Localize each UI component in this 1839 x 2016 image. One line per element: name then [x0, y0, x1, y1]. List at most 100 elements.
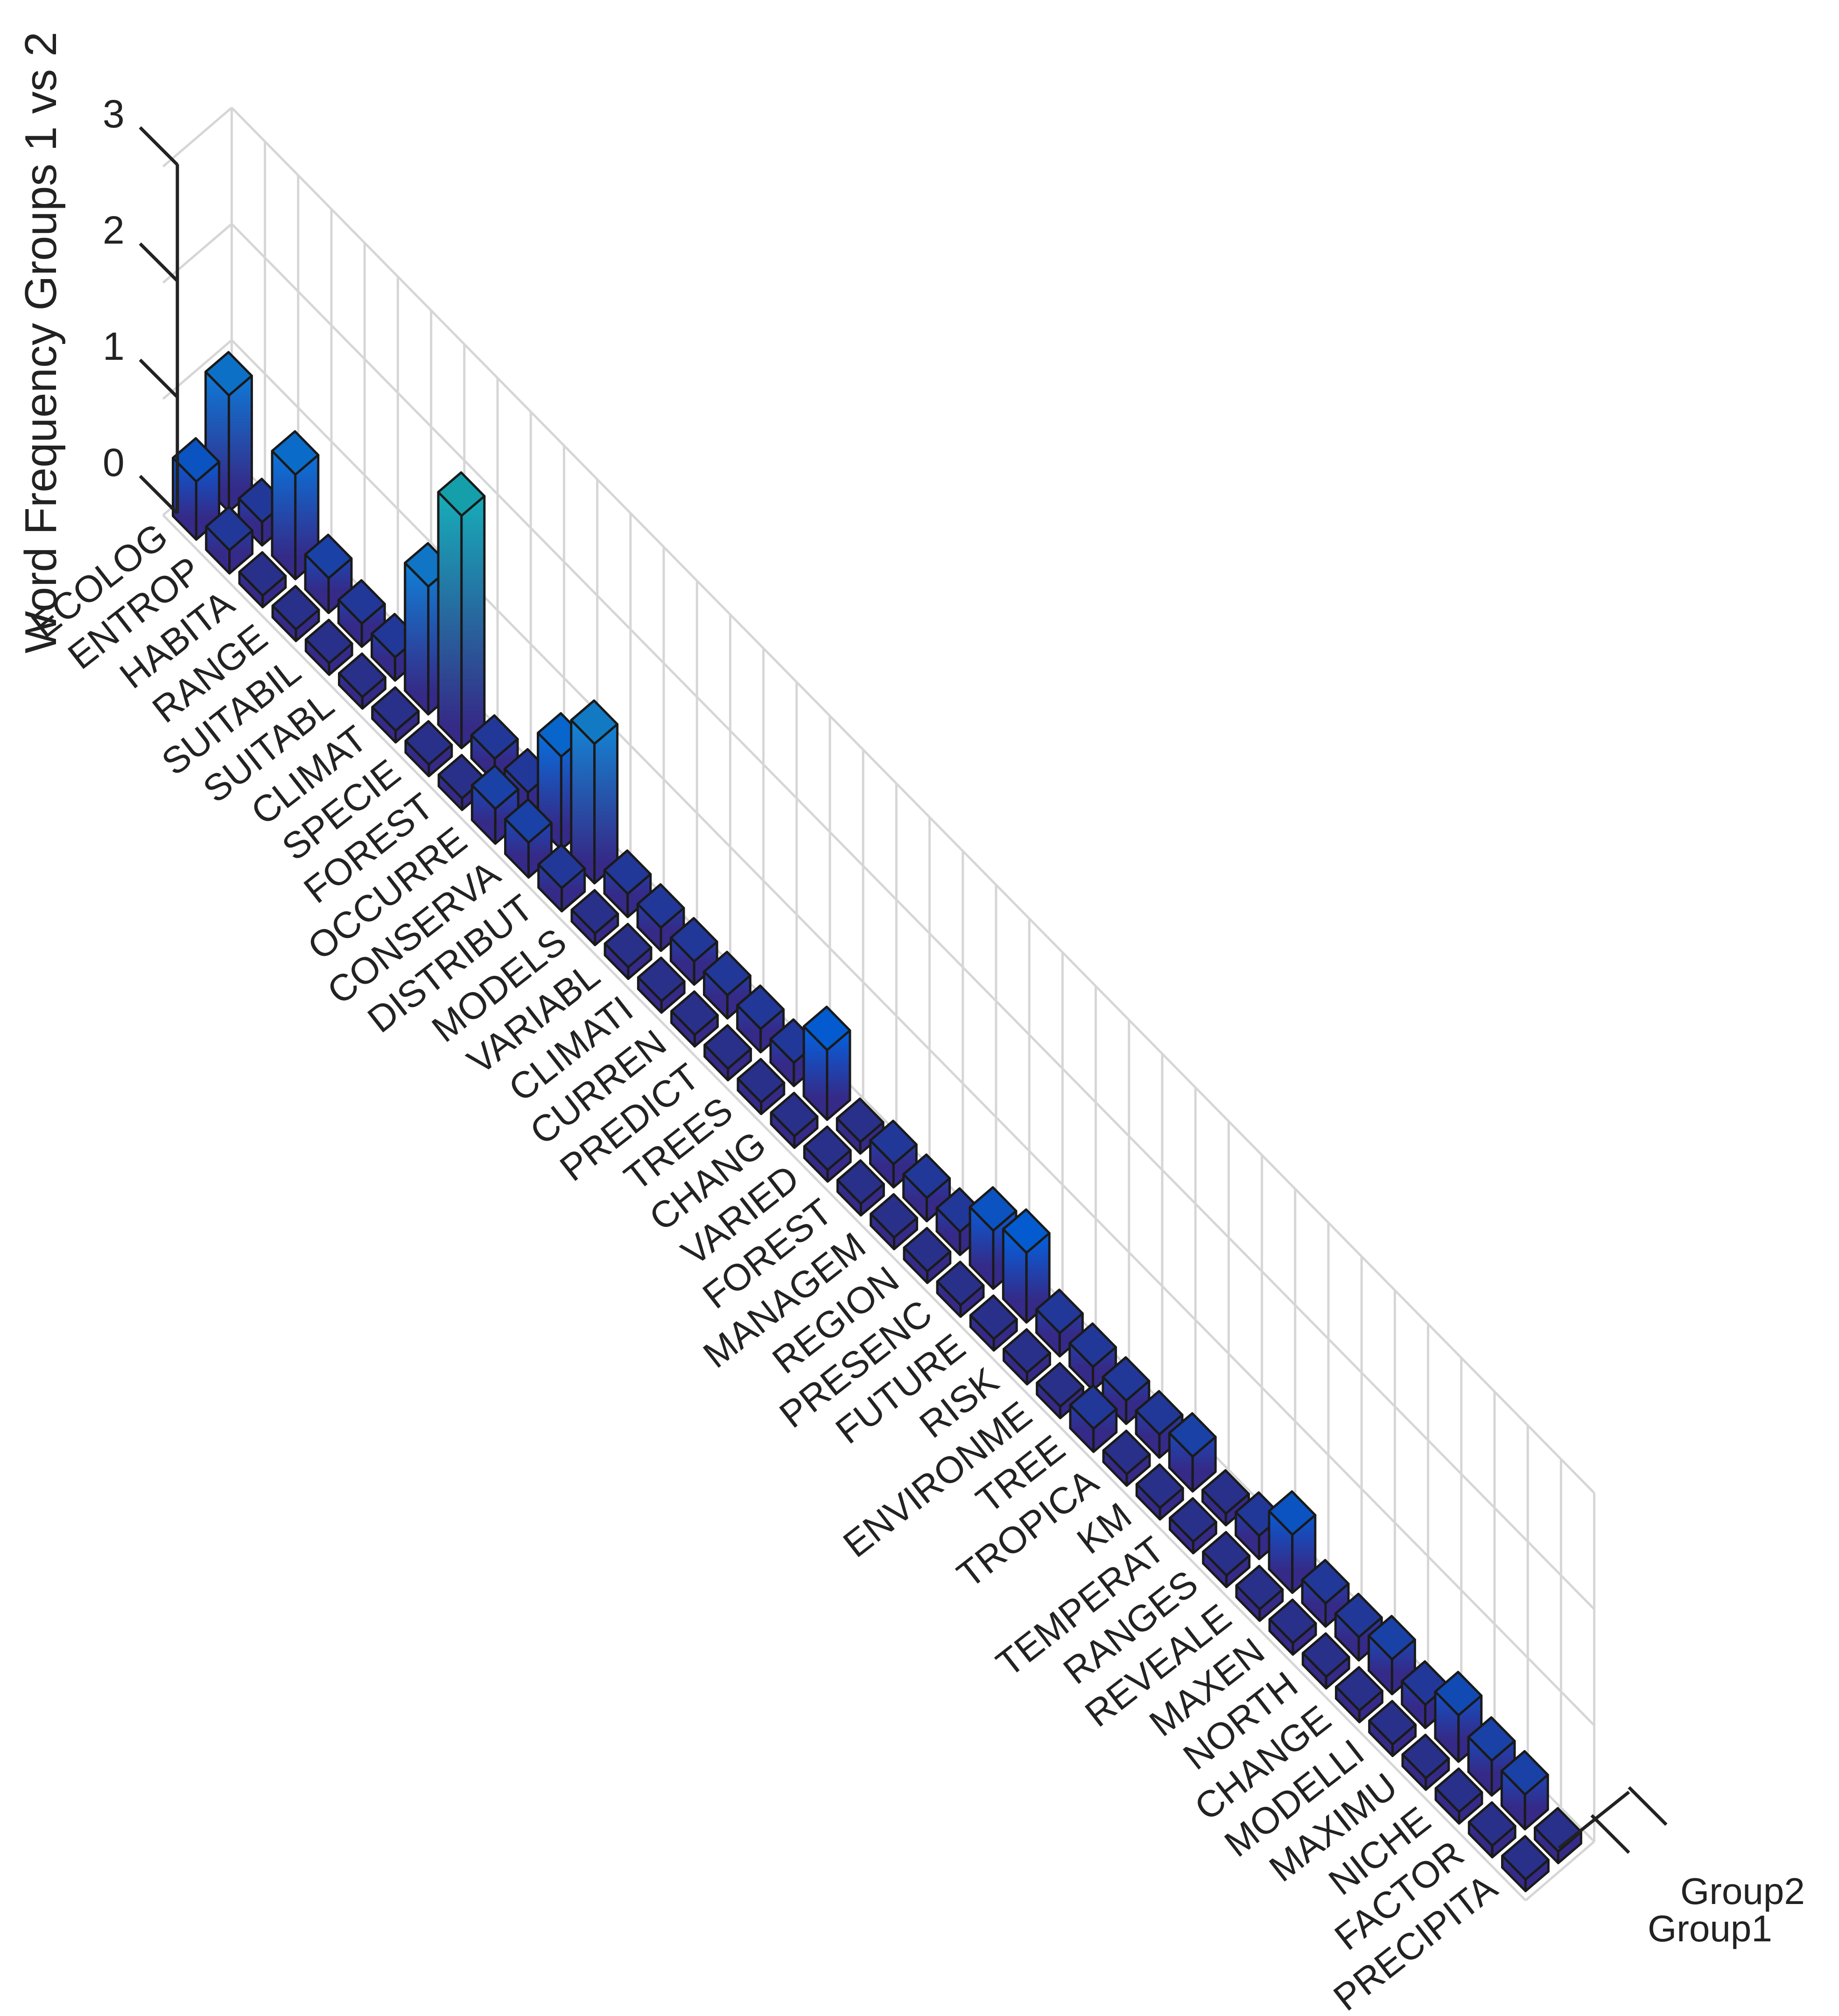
bar-top-face: [304, 618, 353, 665]
bar-group2-37: [1434, 1671, 1483, 1763]
bar-top-face: [504, 798, 553, 844]
floor-right: [1524, 1841, 1595, 1902]
bar-group2-33: [1301, 1559, 1350, 1628]
bar-group1-24: [969, 1294, 1018, 1352]
bar-group1-33: [1268, 1598, 1317, 1656]
bar-top-face: [936, 1260, 985, 1307]
bar-group2-3: [304, 533, 353, 614]
bar-group2-11: [570, 699, 619, 885]
bar-top-face: [1068, 1322, 1117, 1368]
bar-top-face: [1102, 1429, 1151, 1476]
bar-group1-9: [470, 764, 519, 845]
floor-front: [162, 514, 1527, 1901]
bar-group1-31: [1202, 1531, 1251, 1589]
grid-horizontal: [231, 107, 1595, 1494]
grid-side: [162, 223, 233, 284]
bar-top-face: [537, 843, 586, 889]
bar-group1-7: [404, 720, 453, 777]
bar-group1-10: [504, 798, 553, 879]
bar-top-face: [371, 686, 420, 732]
bar-top-face: [1102, 1356, 1151, 1402]
bar-top-face: [1268, 1490, 1317, 1536]
bar-top-face: [1003, 1328, 1051, 1374]
bar-group2-22: [935, 1187, 984, 1256]
z-tick-label-3: 3: [103, 92, 125, 136]
bar-group1-16: [703, 1024, 752, 1082]
bar-group2-16: [736, 984, 785, 1054]
bar-group1-37: [1401, 1734, 1450, 1791]
bar-group1-29: [1135, 1463, 1184, 1521]
bar-top-face: [570, 699, 619, 745]
z-tick-3: [139, 126, 179, 166]
grid-horizontal: [231, 223, 1595, 1610]
bar-group1-27: [1069, 1384, 1118, 1453]
bar-group1-35: [1335, 1666, 1383, 1723]
bar-top-face: [1434, 1767, 1483, 1813]
bar-top-face: [1202, 1531, 1251, 1577]
bar-top-face: [969, 1186, 1018, 1232]
bar-group1-11: [537, 843, 586, 913]
bar-top-face: [1235, 1565, 1284, 1610]
bar-group2-27: [1102, 1356, 1151, 1425]
bar-top-face: [1467, 1716, 1516, 1762]
bar-group1-4: [304, 618, 353, 676]
bar-top-face: [437, 471, 486, 517]
z-axis-title: Word Frequency Groups 1 vs 2: [16, 32, 66, 653]
bar-top-face: [736, 984, 785, 1030]
bar-group1-40: [1501, 1835, 1550, 1892]
bar-top-face: [1135, 1463, 1184, 1509]
bar-group1-38: [1434, 1767, 1483, 1825]
group1-label: Group1: [1648, 1908, 1772, 1949]
bar-top-face: [238, 551, 287, 597]
group-tick-1: [1590, 1814, 1630, 1854]
bar-top-face: [902, 1153, 951, 1199]
grid-side: [162, 339, 233, 400]
bar-top-face: [1335, 1666, 1383, 1712]
bar-top-face: [338, 652, 386, 698]
group2-label: Group2: [1680, 1870, 1805, 1912]
bar-top-face: [1434, 1671, 1483, 1716]
bar-group1-13: [604, 923, 653, 980]
bar-top-face: [404, 720, 453, 766]
bar-side-face: [460, 495, 486, 749]
bar-group1-5: [338, 652, 386, 710]
bar-group2-4: [337, 579, 386, 648]
bar-group1-12: [570, 889, 619, 946]
bars-layer: [172, 351, 1582, 1892]
bar-group1-6: [371, 686, 420, 744]
bar-top-face: [604, 923, 653, 969]
bar-top-face: [969, 1294, 1018, 1340]
bar-top-face: [1501, 1835, 1550, 1881]
bar-group2-13: [636, 883, 685, 952]
bar-top-face: [770, 1092, 819, 1138]
bar-top-face: [1069, 1384, 1118, 1430]
bar-top-face: [1301, 1559, 1350, 1605]
bar-group1-30: [1169, 1497, 1217, 1554]
bar-top-face: [870, 1193, 919, 1239]
bar-top-face: [1201, 1469, 1250, 1515]
bar-group1-1: [205, 505, 254, 575]
bar-top-face: [172, 437, 220, 483]
bar-front-face: [404, 561, 430, 716]
bar-top-face: [836, 1159, 885, 1205]
bar-top-face: [204, 351, 253, 397]
bar-top-face: [703, 951, 751, 996]
category-labels: ECOLOGENTROPHABITARANGESUITABILSUITABLCL…: [24, 515, 1505, 2016]
bar-group1-19: [803, 1125, 852, 1183]
bar-top-face: [835, 1097, 884, 1143]
bar-top-face: [271, 585, 320, 631]
bar-top-face: [304, 533, 353, 580]
bar-group2-0: [204, 351, 253, 513]
bar-top-face: [1368, 1700, 1417, 1746]
bar-group1-36: [1368, 1700, 1417, 1757]
bar-top-face: [1368, 1615, 1416, 1661]
bar-group2-26: [1068, 1322, 1117, 1392]
z-tick-1: [139, 358, 179, 399]
bar-top-face: [869, 1120, 918, 1165]
bar-group2-18: [802, 1006, 851, 1121]
bar-group1-28: [1102, 1429, 1151, 1487]
bar-top-face: [1169, 1497, 1217, 1543]
bar-group2-35: [1368, 1615, 1416, 1695]
bar-top-face: [669, 917, 718, 963]
bar-group2-15: [703, 951, 751, 1020]
